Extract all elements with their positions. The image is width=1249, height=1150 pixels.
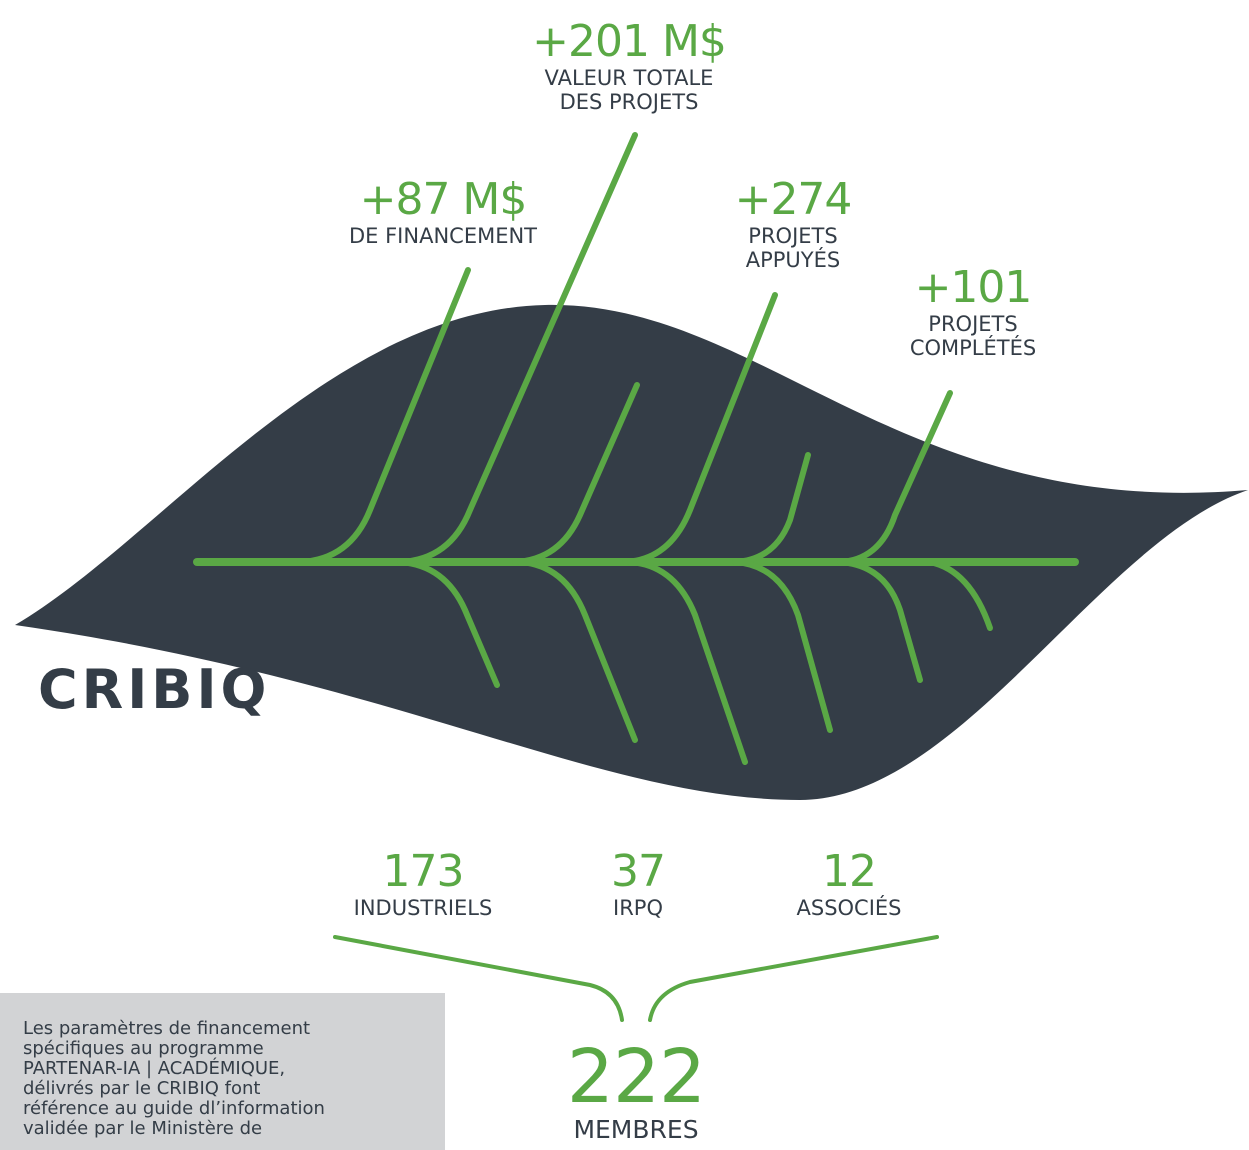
member-label: INDUSTRIELS: [353, 896, 493, 920]
note-line: Les paramètres de financement: [23, 1018, 311, 1039]
stat-label: DE FINANCEMENT: [348, 224, 538, 248]
member-stat: 173 INDUSTRIELS: [353, 846, 493, 921]
member-stat: 37 IRPQ: [611, 846, 666, 921]
member-label: IRPQ: [613, 896, 663, 920]
stat-label: APPUYÉS: [745, 248, 841, 272]
note-line: PARTENAR-IA | ACADÉMIQUE,: [23, 1058, 286, 1079]
vein: [627, 559, 748, 765]
stat: +87 M$ DE FINANCEMENT: [348, 174, 538, 249]
total-label: MEMBRES: [573, 1115, 699, 1144]
member-label: ASSOCIÉS: [796, 896, 902, 920]
vein: [927, 559, 993, 631]
brace-right: [648, 935, 939, 1022]
brace-left: [333, 935, 624, 1022]
vein: [517, 559, 638, 743]
vein: [297, 267, 471, 565]
member-value: 37: [611, 846, 666, 897]
members-brace: [333, 935, 939, 1022]
note-line: spécifiques au programme: [23, 1038, 264, 1059]
stat-value: +101: [914, 262, 1033, 313]
total-value: 222: [566, 1034, 706, 1120]
stat: +101 PROJETS COMPLÉTÉS: [909, 262, 1037, 361]
stat: +274 PROJETS APPUYÉS: [734, 174, 853, 273]
vein: [837, 559, 923, 683]
note-box: Les paramètres de financement spécifiques…: [0, 993, 445, 1150]
vein: [732, 559, 833, 733]
logo: CRIBIQ: [38, 658, 271, 721]
note-line: référence au guide dl’information: [23, 1098, 325, 1119]
note-line: délivrés par le CRIBIQ font: [23, 1078, 261, 1099]
stat-label: DES PROJETS: [559, 90, 699, 114]
stat: +201 M$ VALEUR TOTALE DES PROJETS: [532, 16, 727, 115]
vein: [397, 559, 500, 688]
stat-label: PROJETS: [928, 312, 1018, 336]
member-value: 173: [382, 846, 465, 897]
stat-value: +201 M$: [532, 16, 727, 67]
total-stat: 222 MEMBRES: [566, 1034, 706, 1144]
stat-value: +87 M$: [359, 174, 528, 225]
stat-label: PROJETS: [748, 224, 838, 248]
note-line: validée par le Ministère de: [23, 1118, 263, 1139]
member-stat: 12 ASSOCIÉS: [796, 846, 902, 921]
stat-value: +274: [734, 174, 853, 225]
stat-label: COMPLÉTÉS: [909, 336, 1037, 360]
member-value: 12: [821, 846, 877, 897]
stat-label: VALEUR TOTALE: [544, 66, 714, 90]
veins: [193, 132, 1079, 765]
leaf: [15, 304, 1248, 800]
